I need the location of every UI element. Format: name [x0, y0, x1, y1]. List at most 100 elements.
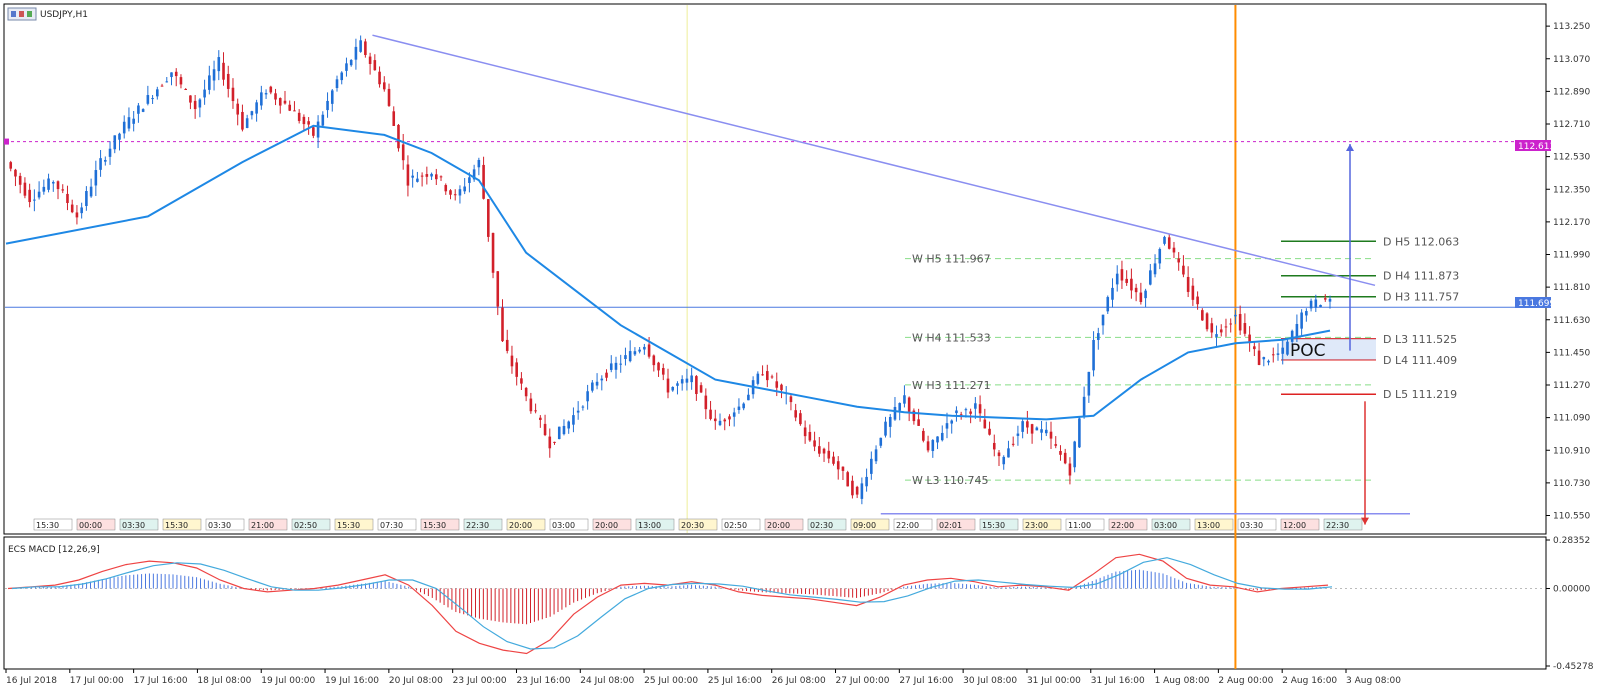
candle-body: [1078, 418, 1081, 448]
y-tick-label: 112.710: [1553, 120, 1590, 130]
session-tag[interactable]: [893, 518, 933, 531]
candle-body: [1139, 292, 1143, 302]
candle-body: [99, 158, 102, 170]
candle-body: [165, 81, 169, 83]
session-tag[interactable]: [721, 518, 761, 531]
candle-body: [907, 397, 911, 412]
candle-body: [922, 430, 925, 441]
session-tag-label: 03:30: [1240, 521, 1263, 530]
candle-body: [51, 182, 55, 184]
candle-body: [193, 100, 197, 110]
daily-pivot-label: D H5 112.063: [1383, 235, 1459, 248]
candle-body: [628, 351, 632, 362]
candle-body: [1011, 443, 1015, 445]
candle-body: [189, 95, 192, 103]
session-tag[interactable]: [549, 518, 589, 531]
session-tag[interactable]: [162, 518, 202, 531]
session-tag[interactable]: [506, 518, 546, 531]
session-tag[interactable]: [420, 518, 460, 531]
alert-level-marker: [4, 138, 9, 145]
session-tag[interactable]: [635, 518, 675, 531]
candle-body: [1205, 313, 1209, 330]
candle-body: [487, 199, 490, 237]
candle-body: [47, 178, 50, 190]
candle-body: [264, 93, 268, 95]
indicator-plot-frame: [3, 536, 1547, 670]
candle-body: [647, 344, 651, 357]
session-tag[interactable]: [764, 518, 804, 531]
session-tag[interactable]: [334, 518, 374, 531]
candle-body: [600, 378, 604, 381]
session-tag[interactable]: [377, 518, 417, 531]
x-tick-label: 31 Jul 16:00: [1091, 676, 1145, 686]
daily-pivot-label: D L3 111.525: [1383, 333, 1457, 346]
y-tick-label: 112.890: [1553, 87, 1590, 97]
session-tag[interactable]: [936, 518, 976, 531]
candle-body: [1177, 258, 1180, 263]
symbol-icon[interactable]: [7, 7, 37, 21]
candle-body: [609, 363, 613, 370]
candle-body: [411, 175, 414, 178]
session-tag[interactable]: [291, 518, 331, 531]
session-tag[interactable]: [1194, 518, 1234, 531]
session-tag-label: 22:30: [466, 521, 489, 530]
x-tick-label: 18 Jul 08:00: [197, 676, 251, 686]
candle-body: [312, 127, 315, 136]
candle-body: [1167, 237, 1171, 249]
session-tag[interactable]: [592, 518, 632, 531]
candle-body: [718, 420, 722, 426]
macd-y-tick-label: -0.45278: [1553, 662, 1594, 672]
session-tag[interactable]: [76, 518, 116, 531]
session-tag[interactable]: [979, 518, 1019, 531]
candle-body: [1309, 300, 1313, 309]
candle-body: [449, 190, 452, 195]
session-tag[interactable]: [678, 518, 718, 531]
candle-body: [14, 169, 17, 177]
session-tag[interactable]: [463, 518, 503, 531]
daily-pivot-label: D H4 111.873: [1383, 270, 1459, 283]
candle-body: [728, 416, 731, 420]
session-tag[interactable]: [1323, 518, 1363, 531]
candle-body: [231, 87, 235, 102]
candle-body: [108, 148, 112, 157]
session-tag[interactable]: [850, 518, 890, 531]
session-tag[interactable]: [1237, 518, 1277, 531]
candle-body: [255, 102, 258, 114]
session-tag[interactable]: [807, 518, 847, 531]
session-tag[interactable]: [119, 518, 159, 531]
candle-body: [567, 421, 570, 429]
session-tag[interactable]: [205, 518, 245, 531]
candle-body: [879, 437, 883, 446]
session-tag[interactable]: [1151, 518, 1191, 531]
session-tag[interactable]: [248, 518, 288, 531]
session-tag[interactable]: [1065, 518, 1105, 531]
candle-body: [529, 398, 533, 412]
daily-pivot-label: D H3 111.757: [1383, 291, 1459, 304]
session-tag[interactable]: [1108, 518, 1148, 531]
session-tag[interactable]: [1280, 518, 1320, 531]
candle-body: [1215, 334, 1218, 337]
candle-body: [940, 432, 944, 441]
candle-body: [236, 103, 239, 115]
candle-body: [85, 191, 88, 207]
candle-body: [222, 62, 225, 80]
candle-body: [9, 162, 13, 169]
candle-body: [969, 411, 972, 414]
candle-body: [349, 60, 353, 66]
candle-body: [1097, 333, 1100, 340]
candle-body: [378, 71, 381, 85]
candle-body: [160, 85, 164, 87]
candle-body: [685, 378, 689, 383]
x-tick-label: 17 Jul 00:00: [70, 676, 124, 686]
candle-body: [633, 351, 637, 355]
candle-body: [1101, 314, 1105, 326]
session-tag[interactable]: [1022, 518, 1062, 531]
trendline[interactable]: [372, 34, 1376, 287]
session-tag[interactable]: [33, 518, 73, 531]
candle-body: [676, 383, 679, 386]
candle-body: [1158, 248, 1162, 264]
candle-body: [1243, 323, 1247, 334]
candle-body: [898, 403, 901, 411]
